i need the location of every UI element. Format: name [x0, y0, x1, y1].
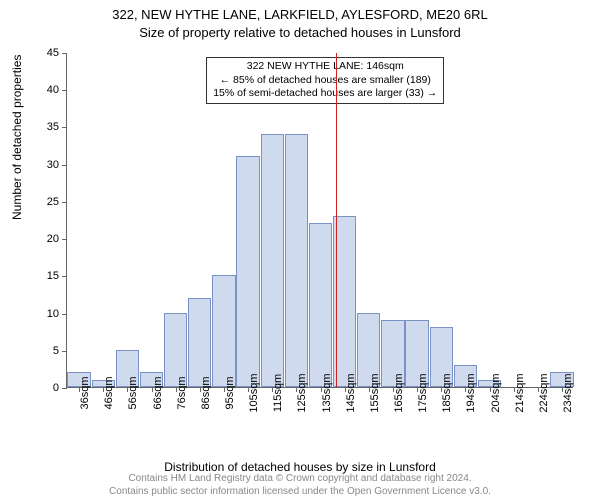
ytick-mark: [62, 165, 67, 166]
xtick-label: 36sqm: [79, 376, 91, 409]
annotation-box: 322 NEW HYTHE LANE: 146sqm ← 85% of deta…: [206, 57, 444, 104]
annotation-line: 15% of semi-detached houses are larger (…: [213, 87, 437, 101]
histogram-bar: [212, 275, 235, 387]
xtick-label: 204sqm: [490, 373, 502, 412]
xtick-label: 86sqm: [200, 376, 212, 409]
xtick-label: 56sqm: [127, 376, 139, 409]
histogram-chart: 322 NEW HYTHE LANE: 146sqm ← 85% of deta…: [66, 53, 573, 388]
ytick-mark: [62, 388, 67, 389]
xtick-label: 165sqm: [393, 373, 405, 412]
ytick-label: 20: [47, 233, 59, 245]
ytick-label: 0: [53, 382, 59, 394]
xtick-label: 46sqm: [103, 376, 115, 409]
xtick-label: 194sqm: [465, 373, 477, 412]
xtick-label: 234sqm: [562, 373, 574, 412]
xtick-label: 135sqm: [321, 373, 333, 412]
ytick-mark: [62, 127, 67, 128]
x-axis-label: Distribution of detached houses by size …: [0, 460, 600, 474]
page-title: 322, NEW HYTHE LANE, LARKFIELD, AYLESFOR…: [0, 6, 600, 24]
xtick-label: 224sqm: [538, 373, 550, 412]
ytick-label: 15: [47, 270, 59, 282]
xtick-label: 76sqm: [176, 376, 188, 409]
footer-line: Contains HM Land Registry data © Crown c…: [0, 473, 600, 486]
histogram-bar: [309, 223, 332, 387]
xtick-label: 185sqm: [441, 373, 453, 412]
ytick-label: 45: [47, 47, 59, 59]
annotation-line: ← 85% of detached houses are smaller (18…: [213, 74, 437, 88]
xtick-label: 145sqm: [345, 373, 357, 412]
ytick-label: 30: [47, 159, 59, 171]
footer-attribution: Contains HM Land Registry data © Crown c…: [0, 473, 600, 500]
histogram-bar: [188, 298, 211, 387]
footer-line: Contains public sector information licen…: [0, 486, 600, 499]
reference-line: [336, 53, 337, 387]
xtick-label: 95sqm: [224, 376, 236, 409]
annotation-line: 322 NEW HYTHE LANE: 146sqm: [213, 60, 437, 74]
ytick-mark: [62, 202, 67, 203]
xtick-label: 214sqm: [514, 373, 526, 412]
xtick-label: 66sqm: [152, 376, 164, 409]
ytick-mark: [62, 53, 67, 54]
ytick-mark: [62, 276, 67, 277]
histogram-bar: [236, 156, 259, 387]
ytick-label: 25: [47, 196, 59, 208]
ytick-label: 10: [47, 308, 59, 320]
xtick-label: 155sqm: [369, 373, 381, 412]
xtick-label: 175sqm: [417, 373, 429, 412]
y-axis-label: Number of detached properties: [10, 55, 24, 220]
histogram-bar: [261, 134, 284, 387]
xtick-label: 105sqm: [248, 373, 260, 412]
xtick-label: 115sqm: [272, 374, 284, 412]
page-subtitle: Size of property relative to detached ho…: [0, 24, 600, 42]
ytick-mark: [62, 351, 67, 352]
histogram-bar: [285, 134, 308, 387]
xtick-label: 125sqm: [296, 373, 308, 412]
ytick-mark: [62, 239, 67, 240]
ytick-mark: [62, 314, 67, 315]
ytick-label: 35: [47, 121, 59, 133]
ytick-mark: [62, 90, 67, 91]
ytick-label: 5: [53, 345, 59, 357]
ytick-label: 40: [47, 84, 59, 96]
